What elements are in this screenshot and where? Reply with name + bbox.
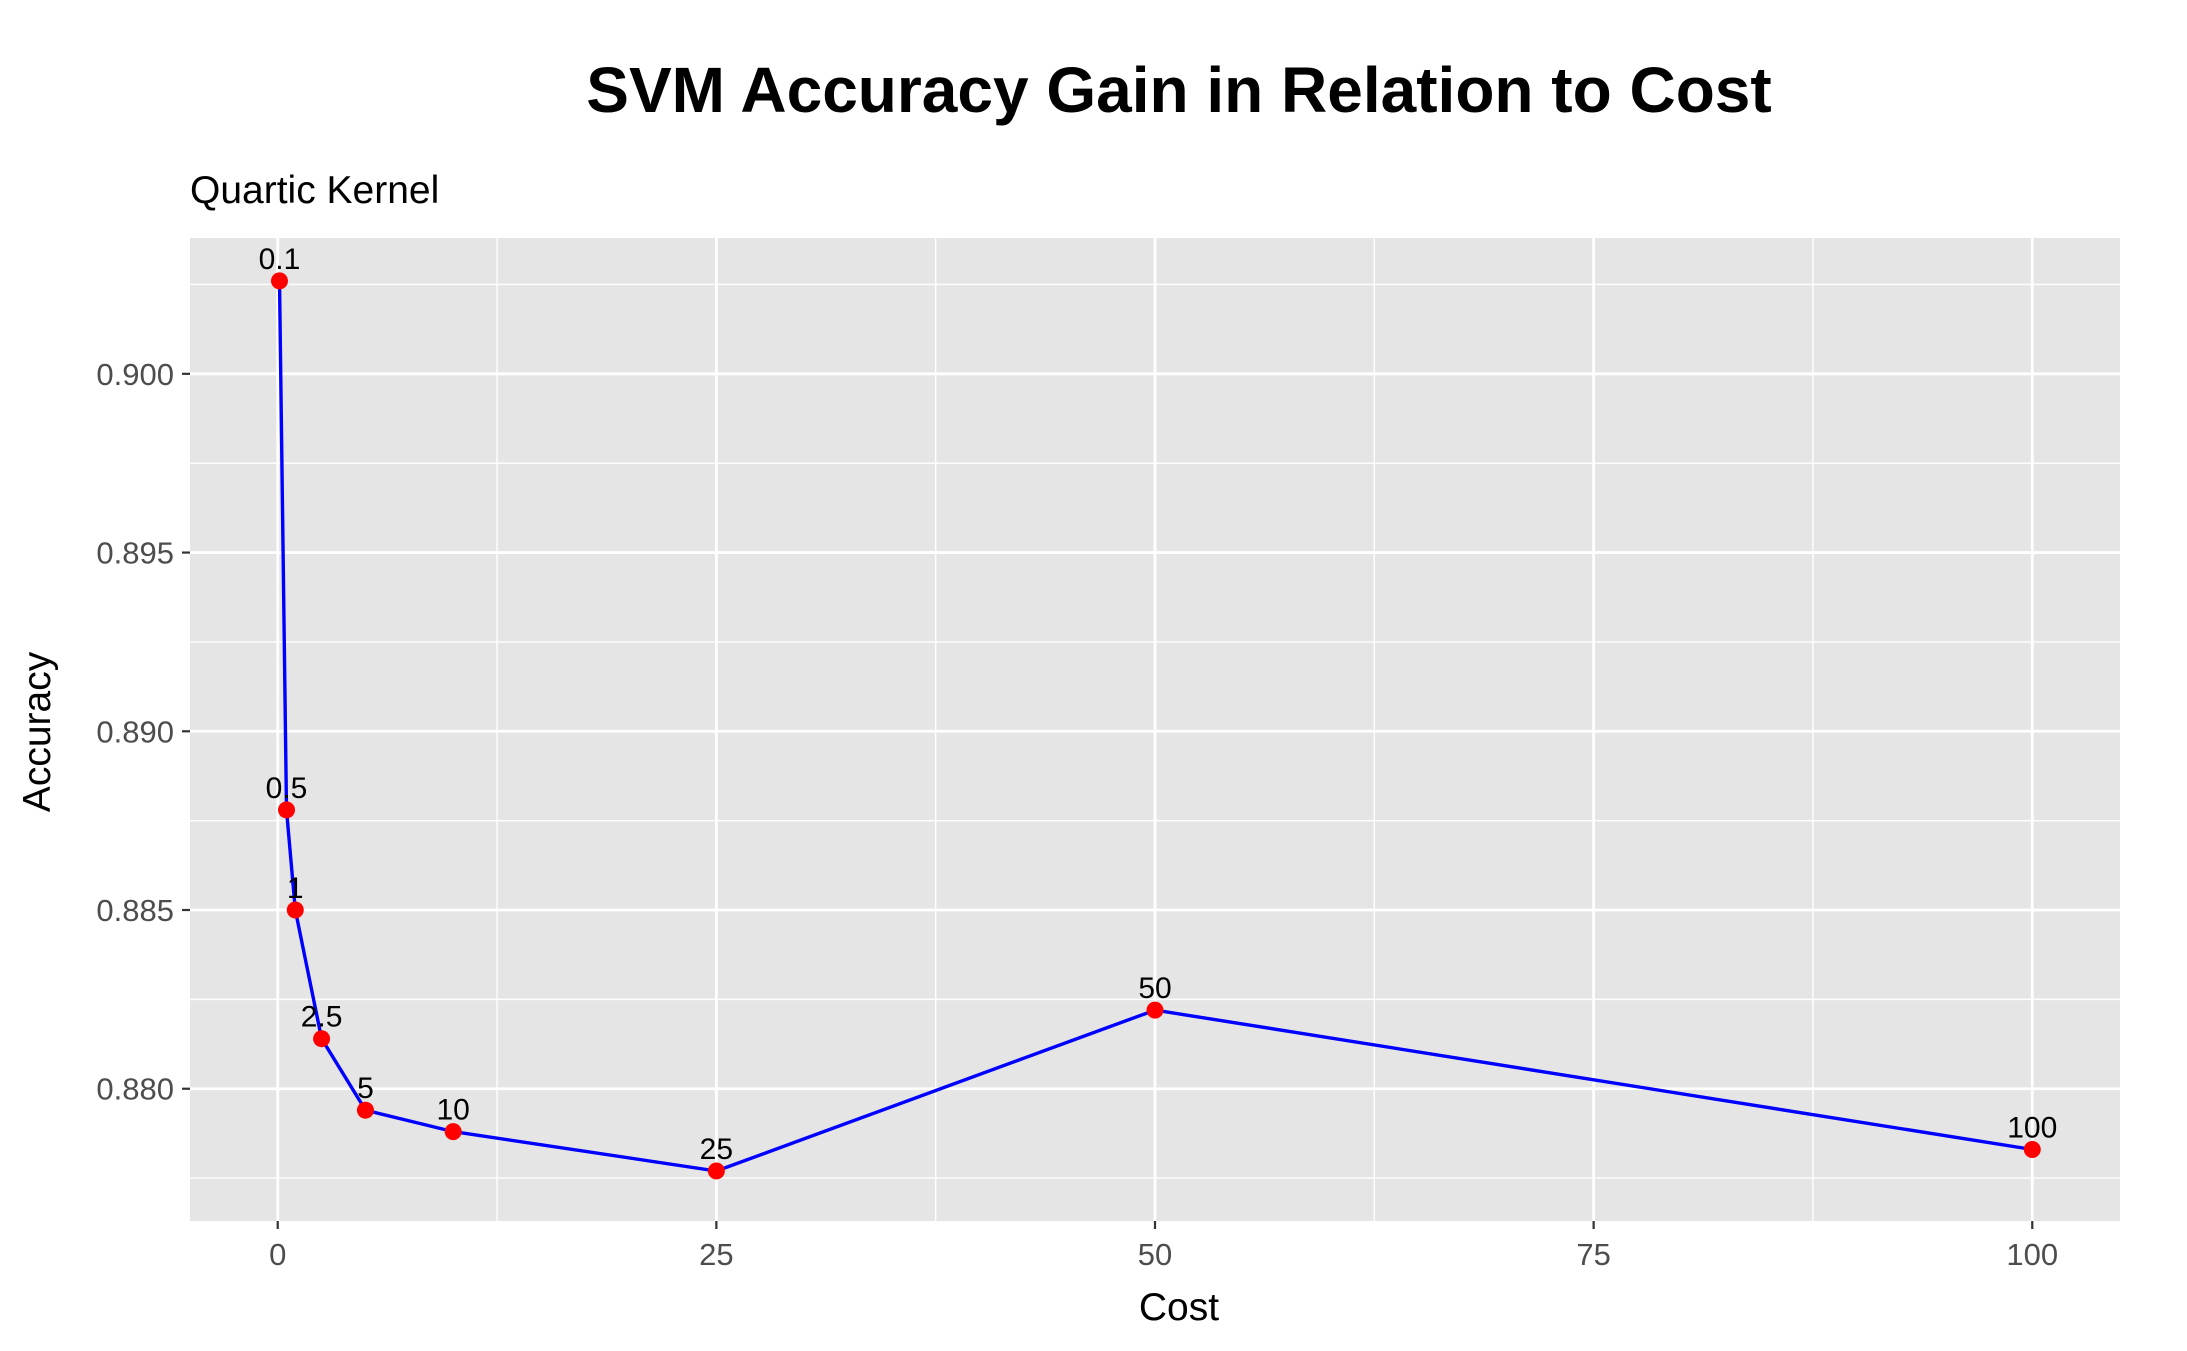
tick-labels: 0 25 50 75 100 0.880 0.885 0.890 0.895 0.900 — [96, 357, 2058, 1272]
data-label: 1 — [287, 872, 304, 905]
data-point — [313, 1030, 331, 1048]
axis-ticks — [182, 372, 2034, 1229]
data-point — [356, 1101, 374, 1119]
chart-subtitle: Quartic Kernel — [190, 169, 439, 212]
y-tick-label: 0.895 — [96, 536, 174, 571]
x-tick-label: 25 — [699, 1237, 733, 1272]
y-axis-title: Accuracy — [16, 651, 59, 812]
y-tick-label: 0.880 — [96, 1072, 174, 1107]
data-label: 0.1 — [259, 243, 301, 276]
y-tick-label: 0.890 — [96, 714, 174, 749]
data-label: 25 — [700, 1133, 733, 1166]
x-axis-title: Cost — [1139, 1286, 1219, 1329]
data-point — [270, 272, 288, 290]
x-tick-label: 50 — [1138, 1237, 1172, 1272]
major-gridlines — [190, 238, 2120, 1221]
x-tick-label: 100 — [2006, 1237, 2058, 1272]
y-tick-label: 0.900 — [96, 357, 174, 392]
x-tick-label: 75 — [1576, 1237, 1610, 1272]
data-points — [270, 272, 2041, 1180]
chart-title: SVM Accuracy Gain in Relation to Cost — [586, 54, 1771, 126]
data-label: 2.5 — [301, 1001, 343, 1034]
data-point — [707, 1162, 725, 1180]
data-label: 100 — [2007, 1112, 2057, 1145]
data-label: 50 — [1138, 972, 1171, 1005]
y-tick-label: 0.885 — [96, 893, 174, 928]
data-point — [444, 1123, 462, 1141]
data-point — [286, 901, 304, 919]
data-label: 5 — [357, 1072, 374, 1105]
data-labels: 0.1 0.5 1 2.5 5 10 25 50 100 — [259, 243, 2058, 1166]
data-label: 0.5 — [266, 772, 308, 805]
data-label: 10 — [436, 1094, 469, 1127]
data-point — [278, 801, 295, 819]
data-point — [1146, 1001, 1164, 1019]
x-tick-label: 0 — [269, 1237, 286, 1272]
data-point — [2023, 1141, 2041, 1159]
